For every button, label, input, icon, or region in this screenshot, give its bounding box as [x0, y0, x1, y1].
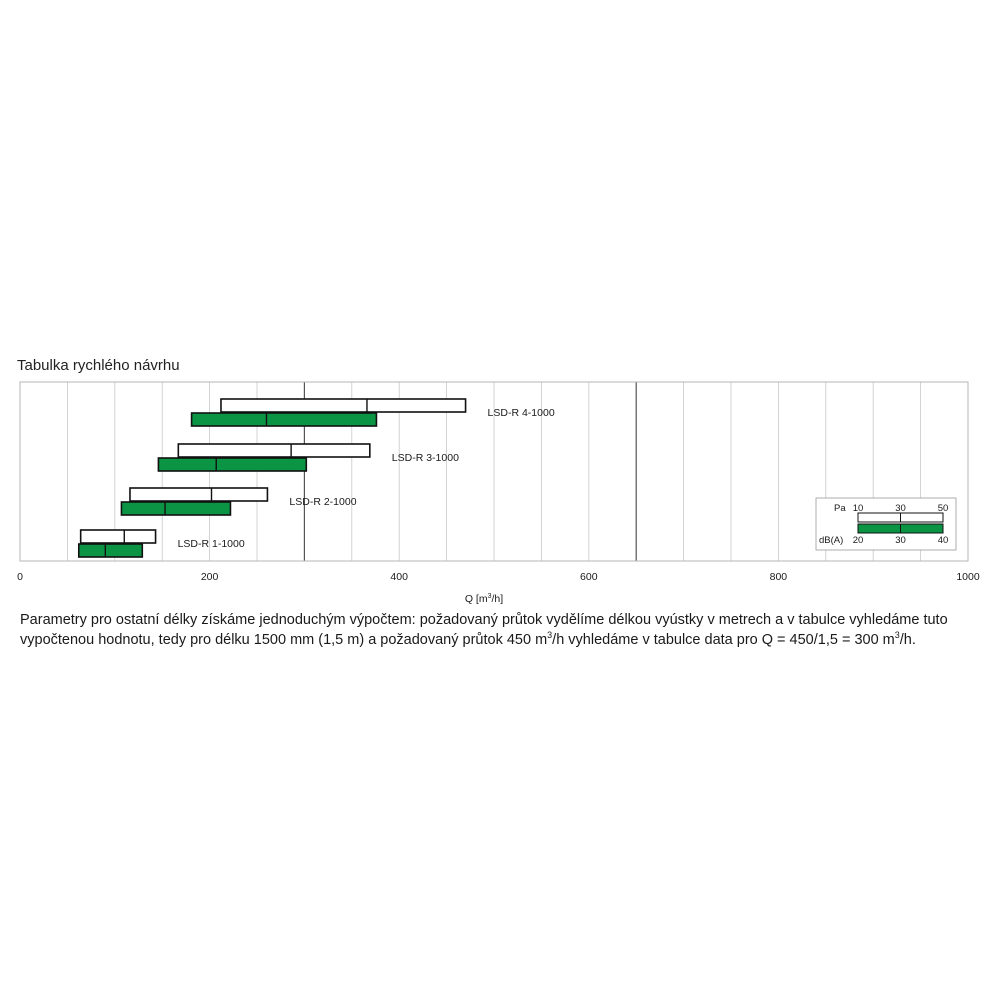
- x-tick-label: 200: [201, 571, 219, 583]
- row-label: LSD-R 1-1000: [178, 538, 245, 550]
- pa-bar: [177, 443, 371, 458]
- x-tick-label: 600: [580, 571, 598, 583]
- legend-dba-label: dB(A): [819, 535, 843, 546]
- range-bar-chart: LSD-R 4-1000 LSD-R 3-1000 LSD-R 2-1000 LSD-…: [17, 381, 980, 605]
- description-line-2: vypočtenou hodnotu, tedy pro délku 1500 …: [20, 630, 916, 648]
- legend-pa-tick: 10: [853, 503, 864, 514]
- legend-dba-tick: 20: [853, 535, 864, 546]
- dba-bar: [157, 457, 308, 472]
- description-line-1: Parametry pro ostatní délky získáme jedn…: [20, 612, 948, 628]
- x-tick-label: 0: [17, 571, 23, 583]
- x-tick-label: 800: [770, 571, 788, 583]
- pa-bar: [220, 398, 467, 413]
- x-tick-label: 1000: [956, 571, 980, 583]
- legend-pa-tick: 30: [895, 503, 906, 514]
- row-label: LSD-R 2-1000: [289, 496, 356, 508]
- dba-bar: [190, 412, 378, 427]
- row-label: LSD-R 3-1000: [392, 452, 459, 464]
- pa-bar: [79, 529, 157, 544]
- row-labels: LSD-R 4-1000 LSD-R 3-1000 LSD-R 2-1000 LSD-…: [178, 407, 555, 550]
- row-label: LSD-R 4-1000: [488, 407, 555, 419]
- legend-dba-tick: 40: [938, 535, 949, 546]
- pa-bar: [129, 487, 269, 502]
- dba-bar: [120, 501, 232, 516]
- bars: [77, 398, 467, 558]
- x-tick-labels: 0 200 400 600 800 1000: [17, 571, 980, 583]
- legend-pa-label: Pa: [834, 503, 846, 514]
- chart-title: Tabulka rychlého návrhu: [17, 357, 180, 374]
- x-tick-label: 400: [390, 571, 408, 583]
- legend-dba-tick: 30: [895, 535, 906, 546]
- x-axis-label: Q [m3/h]: [465, 593, 503, 605]
- legend-pa-tick: 50: [938, 503, 949, 514]
- dba-bar: [77, 543, 144, 558]
- description: Parametry pro ostatní délky získáme jedn…: [20, 610, 990, 650]
- plot-frame: [19, 381, 969, 562]
- legend: Pa dB(A) 10 30 50 20 30 40: [815, 497, 957, 551]
